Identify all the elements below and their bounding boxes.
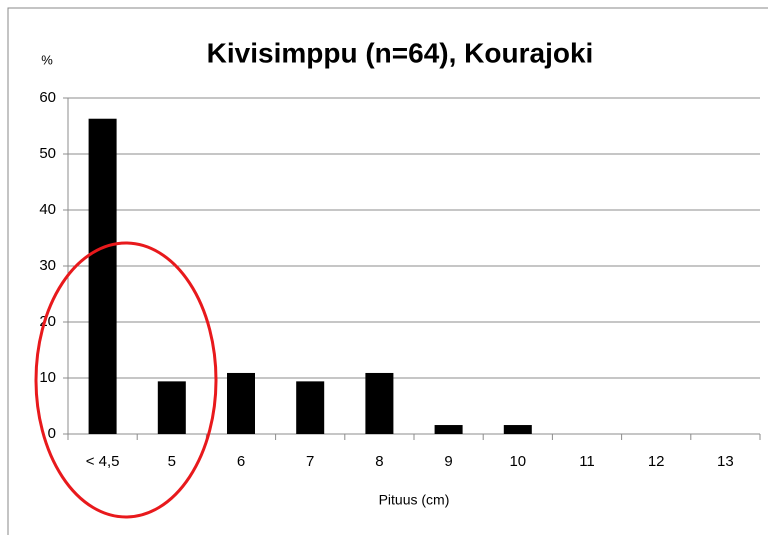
highlight-ellipse [34, 241, 218, 519]
x-tick-label: < 4,5 [86, 453, 120, 470]
x-tick-label: 6 [237, 453, 245, 470]
y-unit-label: % [41, 52, 53, 67]
bar [434, 425, 463, 434]
x-tick-label: 11 [579, 453, 595, 470]
chart-title: Kivisimppu (n=64), Kourajoki [207, 37, 594, 68]
x-tick-label: 10 [509, 453, 526, 470]
y-tick-label: 30 [39, 257, 56, 274]
x-tick-label: 9 [444, 453, 452, 470]
x-tick-label: 12 [648, 453, 665, 470]
y-tick-label: 60 [39, 89, 56, 106]
y-tick-label: 10 [39, 369, 56, 386]
y-tick-label: 0 [48, 425, 56, 442]
bar [88, 118, 117, 434]
x-axis-label: Pituus (cm) [379, 492, 450, 508]
x-tick-label: 8 [375, 453, 383, 470]
bar [157, 381, 186, 434]
y-tick-label: 40 [39, 201, 56, 218]
chart-border [7, 7, 768, 535]
bar [227, 372, 255, 434]
bar [503, 425, 532, 434]
bar [296, 381, 325, 434]
x-tick-label: 7 [306, 453, 314, 470]
bar [365, 372, 394, 434]
y-tick-label: 50 [39, 145, 56, 162]
x-tick-label: 13 [717, 453, 734, 470]
x-tick-label: 5 [168, 453, 176, 470]
